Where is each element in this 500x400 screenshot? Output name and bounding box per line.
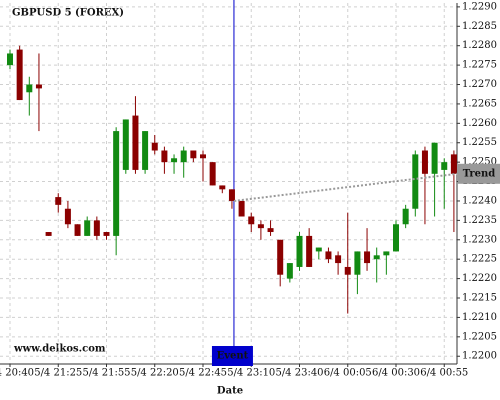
- y-tick-label: 1.2235: [462, 215, 497, 226]
- x-tick-label: 6/4 00:55: [420, 368, 468, 379]
- candle-body: [190, 150, 197, 159]
- candle-body: [7, 53, 13, 66]
- y-tick-label: 1.2210: [462, 312, 497, 323]
- candle-body: [84, 220, 91, 236]
- candle-body: [306, 235, 313, 267]
- candle-body: [431, 142, 438, 174]
- candle-body: [383, 251, 390, 256]
- y-tick-label: 1.2265: [462, 98, 497, 109]
- x-axis-title: Date: [217, 386, 243, 397]
- candle-body: [335, 255, 342, 264]
- candle-body: [180, 150, 187, 163]
- x-tick-label: 5/4 20:40: [0, 368, 34, 379]
- candle-body: [132, 115, 139, 170]
- candle-body: [248, 216, 255, 225]
- y-tick-label: 1.2270: [462, 79, 497, 90]
- candle-body: [441, 162, 448, 170]
- y-tick-label: 1.2225: [462, 254, 497, 265]
- y-tick-label: 1.2275: [462, 60, 497, 71]
- y-tick-label: 1.2260: [462, 118, 497, 129]
- y-tick-label: 1.2255: [462, 137, 497, 148]
- candle-body: [219, 185, 226, 190]
- x-tick-label: 5/4 23:40: [275, 368, 323, 379]
- candle-body: [26, 84, 33, 93]
- candle-body: [277, 239, 284, 275]
- x-tick-label: 5/4 22:45: [179, 368, 227, 379]
- y-tick-label: 1.2230: [462, 234, 497, 245]
- candle-body: [257, 224, 264, 229]
- candle-body: [412, 154, 419, 209]
- candle-body: [421, 150, 428, 174]
- candle-body: [373, 255, 380, 260]
- candle-body: [393, 224, 399, 252]
- trend-line: [233, 172, 458, 202]
- candle-body: [142, 131, 149, 170]
- candle-body: [93, 220, 100, 236]
- candle-body: [151, 142, 158, 151]
- candle-body: [16, 49, 23, 101]
- watermark: www.delkos.com: [13, 344, 106, 355]
- candle-body: [354, 251, 361, 275]
- candle-body: [344, 266, 351, 275]
- candle-body: [267, 228, 274, 233]
- event-box: [211, 346, 253, 366]
- candle-body: [364, 251, 371, 264]
- x-tick-label: 6/4 00:05: [324, 368, 372, 379]
- candle-body: [228, 189, 235, 201]
- x-tick-label: 5/4 23:10: [227, 368, 275, 379]
- trend-label: Trend: [463, 168, 496, 179]
- candle-body: [200, 154, 206, 159]
- y-tick-label: 1.2240: [462, 195, 497, 206]
- y-tick-label: 1.2200: [462, 351, 497, 362]
- candle-body: [45, 232, 52, 236]
- chart-title: GBPUSD 5 (FOREX): [12, 8, 124, 19]
- candle-body: [113, 131, 120, 236]
- candle-body: [238, 200, 245, 217]
- x-tick-label: 5/4 21:25: [34, 368, 82, 379]
- x-tick-label: 6/4 00:30: [372, 368, 420, 379]
- candle-body: [55, 197, 62, 205]
- candle-body: [122, 119, 129, 170]
- y-tick-label: 1.2215: [462, 293, 497, 304]
- candle-body: [296, 235, 303, 267]
- candle-body: [325, 251, 332, 260]
- y-tick-label: 1.2285: [462, 21, 497, 32]
- candle-body: [74, 224, 81, 236]
- event-label: Event: [217, 351, 249, 362]
- trend-box: [458, 163, 500, 184]
- candle-body: [450, 154, 457, 174]
- x-tick-label: 5/4 22:20: [131, 368, 179, 379]
- y-tick-label: 1.2205: [462, 331, 497, 342]
- candle-body: [209, 162, 216, 186]
- candle-body: [35, 84, 42, 89]
- candle-body: [64, 208, 71, 225]
- candle-body: [402, 208, 409, 225]
- candle-body: [315, 247, 322, 252]
- y-tick-label: 1.2250: [462, 157, 497, 168]
- x-tick-label: 5/4 21:55: [82, 368, 130, 379]
- candle-body: [171, 158, 178, 163]
- y-tick-label: 1.2290: [462, 1, 497, 12]
- candle-body: [286, 263, 293, 279]
- candle-body: [161, 150, 168, 163]
- y-tick-label: 1.2280: [462, 40, 497, 51]
- candle-body: [103, 232, 110, 236]
- y-tick-label: 1.2220: [462, 273, 497, 284]
